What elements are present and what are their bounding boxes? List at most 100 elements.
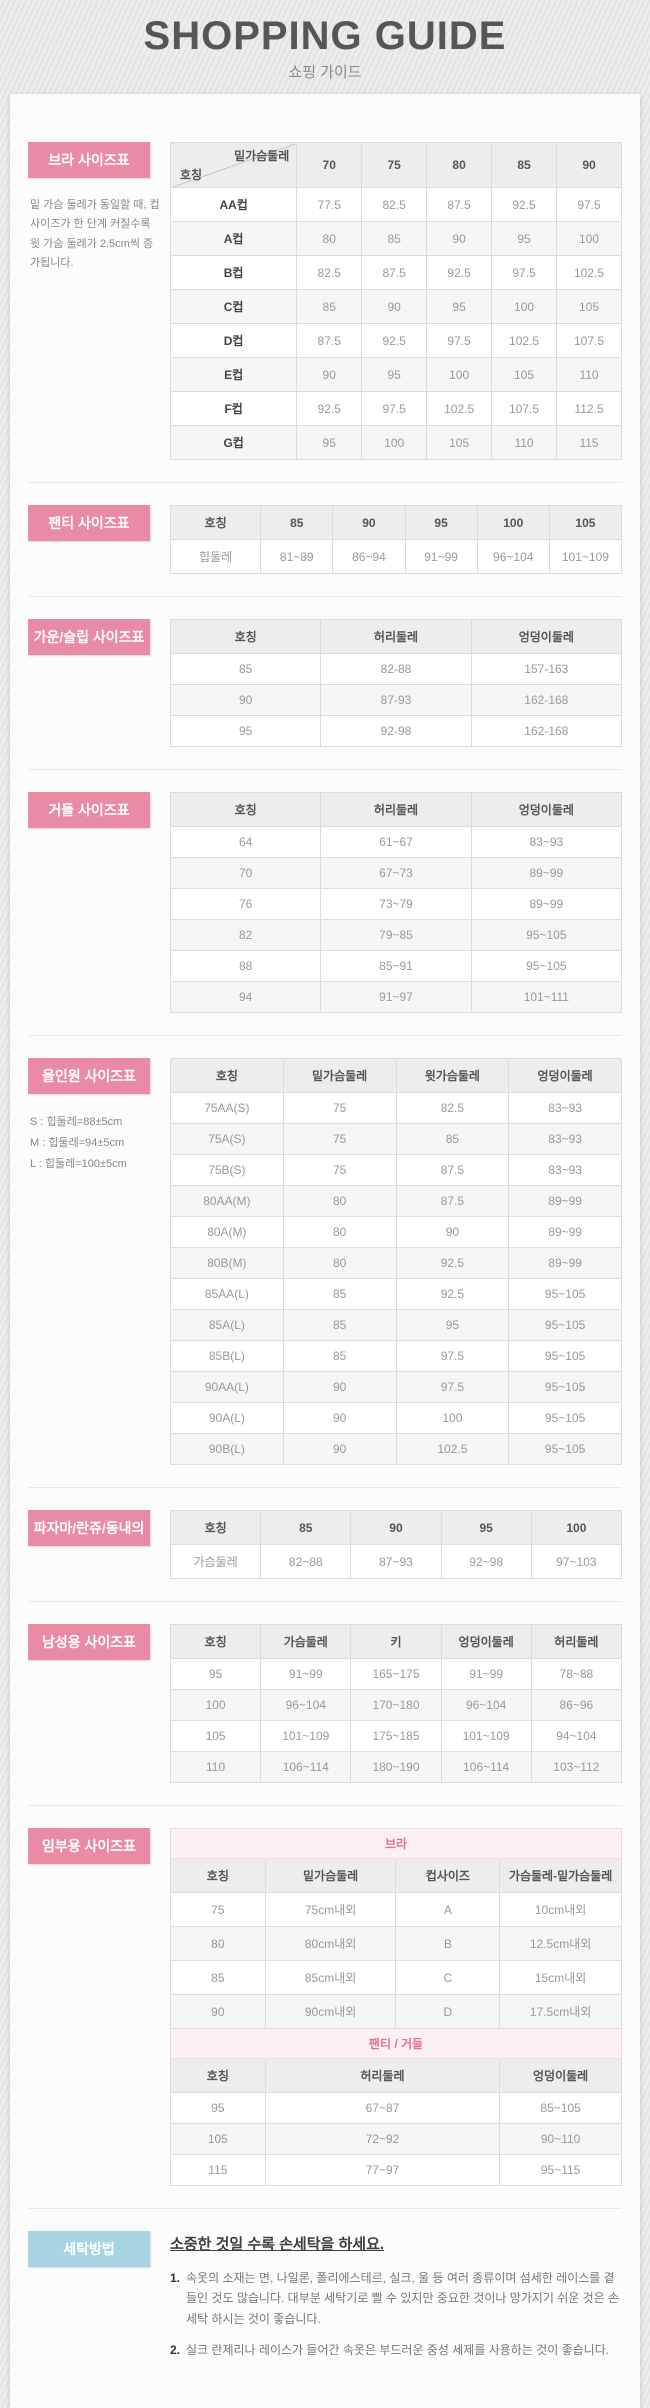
data-cell: 100 <box>169 1689 262 1721</box>
data-cell: 96~104 <box>260 1689 352 1721</box>
table-row: 밑가슴둘레 호칭 70 75 80 85 90 <box>169 142 622 188</box>
header-cell: 호칭 <box>169 1624 262 1659</box>
header-cell: 엉덩이둘레 <box>499 2058 622 2093</box>
data-cell: 89~99 <box>508 1216 622 1248</box>
section-bra: 브라 사이즈표 밑 가슴 둘레가 동일할 때, 컵 사이즈가 한 단계 커질수록… <box>28 120 622 482</box>
data-cell: 102.5 <box>426 391 493 426</box>
data-cell: 97.5 <box>361 391 428 426</box>
header-cell: 호칭 <box>169 619 322 654</box>
section-allinone: 올인원 사이즈표 S : 힙둘레=88±5cm M : 힙둘레=94±5cm L… <box>28 1035 622 1487</box>
data-cell: 95 <box>395 1309 510 1341</box>
table-row: 호칭 허리둘레 엉덩이둘레 <box>169 792 623 827</box>
diagonal-bottom-label: 호칭 <box>180 168 203 182</box>
data-cell: 94~104 <box>530 1720 623 1752</box>
header-cell: 허리둘레 <box>320 619 472 654</box>
bra-section-badge: 브라 사이즈표 <box>28 142 150 178</box>
table-subheader: 팬티 / 거들 <box>170 2028 622 2059</box>
data-cell: 75 <box>282 1123 397 1155</box>
table-subheader: 브라 <box>170 1828 622 1859</box>
data-cell: 85 <box>282 1278 397 1310</box>
header-cell: 호칭 <box>169 792 322 827</box>
section-panty: 팬티 사이즈표 호칭 85 90 95 100 105 힙둘레 81~89 86~94 91~99… <box>28 482 623 596</box>
data-cell: 89~99 <box>508 1247 622 1279</box>
data-cell: 115 <box>170 2154 266 2186</box>
header-cell: 95 <box>404 505 478 540</box>
data-cell: 72~92 <box>264 2123 501 2155</box>
data-cell: 82.5 <box>395 1092 510 1124</box>
section-bra-body: 밑가슴둘레 호칭 70 75 80 85 90 AA컵 77.5 82.5 87.5 92.5 97.5… <box>169 142 622 460</box>
data-cell: 95~105 <box>508 1433 622 1465</box>
page-title: SHOPPING GUIDE <box>143 14 507 58</box>
table-row: 85A(L) 85 95 95~105 <box>170 1309 622 1341</box>
section-maternity: 임부용 사이즈표 브라 호칭 밑가슴둘레 컵사이즈 가슴둘레-밑가슴둘레 75 75cm내외… <box>28 1805 622 2208</box>
allinone-note-l: L : 힙둘레=100±5cm <box>30 1157 127 1170</box>
wash-item-2-number: 2. <box>170 2343 181 2358</box>
data-cell: 100 <box>491 289 558 324</box>
table-row: 105 72~92 90~110 <box>170 2123 622 2155</box>
wash-item-2: 2. 실크 란제리나 레이스가 들어간 속옷은 부드러운 중성 세제를 사용하는… <box>170 2340 622 2360</box>
data-cell: 110 <box>491 425 558 460</box>
data-cell: 95 <box>169 715 322 747</box>
data-cell: 92.5 <box>361 323 428 358</box>
data-cell: 80 <box>170 1926 266 1961</box>
table-row: 브라 <box>170 1828 622 1859</box>
data-cell: 75A(S) <box>170 1123 284 1155</box>
data-cell: 112.5 <box>556 391 622 426</box>
data-cell: 75B(S) <box>170 1154 284 1186</box>
data-cell: 85 <box>170 1960 266 1995</box>
content-card: 브라 사이즈표 밑 가슴 둘레가 동일할 때, 컵 사이즈가 한 단계 커질수록… <box>10 94 640 2408</box>
data-cell: 95 <box>426 289 493 324</box>
data-cell: 80cm내외 <box>264 1926 397 1961</box>
table-row: 115 77~97 95~115 <box>170 2154 622 2186</box>
data-cell: 90~110 <box>499 2123 622 2155</box>
table-row: 80B(M) 80 92.5 89~99 <box>170 1247 622 1279</box>
page-header: SHOPPING GUIDE 쇼핑 가이드 <box>0 0 650 94</box>
section-bra-side: 브라 사이즈표 밑 가슴 둘레가 동일할 때, 컵 사이즈가 한 단계 커질수록… <box>28 142 170 460</box>
data-cell: 105 <box>169 1720 262 1752</box>
table-row: 80A(M) 80 90 89~99 <box>170 1216 622 1248</box>
section-pajama-body: 호칭 85 90 95 100 가슴둘레 82~88 87~93 92~98 97~103 <box>169 1510 623 1579</box>
data-cell: 91~97 <box>320 981 472 1013</box>
table-row: 85AA(L) 85 92.5 95~105 <box>170 1278 622 1310</box>
data-cell: 106~114 <box>260 1751 352 1783</box>
data-cell: 90 <box>282 1371 397 1403</box>
bra-size-table: 밑가슴둘레 호칭 70 75 80 85 90 AA컵 77.5 82.5 87.5 92.5 97.5… <box>169 142 622 460</box>
data-cell: 110 <box>556 357 622 392</box>
table-row: B컵 82.5 87.5 92.5 97.5 102.5 <box>169 255 622 290</box>
section-maternity-body: 브라 호칭 밑가슴둘레 컵사이즈 가슴둘레-밑가슴둘레 75 75cm내외 A 10cm내외 80… <box>170 1828 622 2186</box>
data-cell: 77.5 <box>296 187 363 222</box>
table-row: 75A(S) 75 85 83~93 <box>170 1123 622 1155</box>
data-cell: 102.5 <box>395 1433 510 1465</box>
header-cell: 호칭 <box>169 1510 262 1545</box>
data-cell: 75 <box>282 1154 397 1186</box>
data-cell: 85 <box>169 653 322 685</box>
maternity-section-badge: 임부용 사이즈표 <box>28 1828 150 1864</box>
data-cell: 10cm내외 <box>499 1892 622 1927</box>
data-cell: 103~112 <box>530 1751 623 1783</box>
data-cell: 92.5 <box>491 187 558 222</box>
data-cell: 89~99 <box>470 857 623 889</box>
table-row: 76 73~79 89~99 <box>169 888 623 920</box>
data-cell: 105 <box>170 2123 266 2155</box>
data-cell: 90 <box>282 1433 397 1465</box>
header-cell: 키 <box>350 1624 442 1659</box>
table-row: 90B(L) 90 102.5 95~105 <box>170 1433 622 1465</box>
header-cell: 엉덩이둘레 <box>470 619 623 654</box>
table-row: 95 92-98 162-168 <box>169 715 623 747</box>
data-cell: 75AA(S) <box>170 1092 284 1124</box>
data-cell: B <box>395 1926 501 1961</box>
data-cell: 115 <box>556 425 622 460</box>
pajama-section-badge: 파자마/란쥬/동내의 <box>28 1510 150 1546</box>
data-cell: D <box>395 1994 501 2029</box>
table-row: 호칭 밑가슴둘레 윗가슴둘레 엉덩이둘레 <box>170 1058 622 1093</box>
data-cell: 85B(L) <box>170 1340 284 1372</box>
data-cell: 97.5 <box>491 255 558 290</box>
data-cell: G컵 <box>169 425 298 460</box>
data-cell: 101~109 <box>260 1720 352 1752</box>
table-row: A컵 80 85 90 95 100 <box>169 221 622 256</box>
panty-size-table: 호칭 85 90 95 100 105 힙둘레 81~89 86~94 91~99 96~104 10… <box>169 505 623 574</box>
data-cell: 89~99 <box>508 1185 622 1217</box>
diagonal-header-cell: 밑가슴둘레 호칭 <box>169 142 298 188</box>
data-cell: 80 <box>282 1216 397 1248</box>
data-cell: 85~105 <box>499 2092 622 2124</box>
